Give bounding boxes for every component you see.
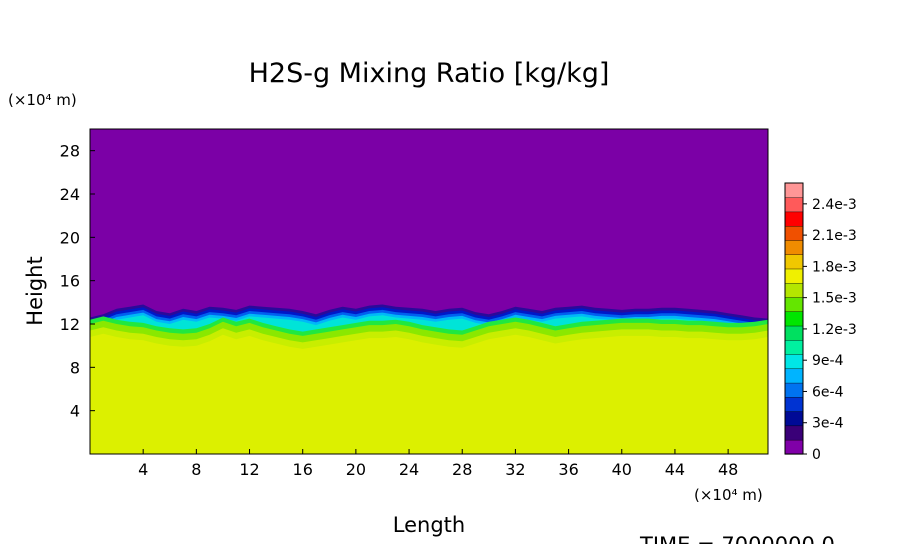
colorbar-swatch — [784, 368, 804, 384]
x-tick-label: 20 — [346, 460, 366, 479]
x-tick-label: 48 — [718, 460, 738, 479]
plot-frame — [89, 128, 769, 455]
x-axis-label: Length — [393, 513, 465, 537]
y-tick-label: 12 — [60, 315, 80, 334]
colorbar-swatch — [784, 439, 804, 455]
x-tick-label: 32 — [505, 460, 525, 479]
colorbar-tick-label: 1.5e-3 — [812, 291, 857, 307]
heatmap-field — [90, 129, 768, 454]
y-axis: 4 8 12 16 20 24 28 — [60, 142, 95, 421]
colorbar-swatch — [784, 353, 804, 370]
y-tick-label: 8 — [70, 358, 80, 377]
colorbar-swatch — [784, 225, 804, 241]
y-tick-label: 24 — [60, 185, 80, 204]
colorbar-swatch — [784, 182, 804, 198]
y-tick-label: 16 — [60, 272, 80, 291]
y-tick-label: 20 — [60, 228, 80, 247]
colorbar-tick-label: 6e-4 — [812, 384, 844, 400]
x-tick-label: 36 — [558, 460, 578, 479]
colorbar-swatch — [784, 296, 804, 312]
colorbar-tick-label: 0 — [812, 447, 821, 463]
x-tick-label: 28 — [452, 460, 472, 479]
colorbar-tick-label: 1.2e-3 — [812, 322, 857, 338]
x-tick-label: 16 — [293, 460, 313, 479]
colorbar: 0 3e-4 6e-4 9e-4 1.2e-3 1.5e-3 1.8e-3 2.1e-3 2.4… — [784, 182, 857, 463]
colorbar-tick-label: 2.1e-3 — [812, 228, 857, 244]
colorbar-swatch — [784, 396, 804, 412]
chart-title: H2S-g Mixing Ratio [kg/kg] — [249, 58, 610, 89]
plume-core — [90, 333, 768, 454]
colorbar-swatch — [784, 239, 804, 255]
x-tick-label: 8 — [191, 460, 201, 479]
colorbar-swatch — [784, 425, 804, 441]
colorbar-swatch — [784, 382, 804, 398]
colorbar-swatch — [784, 211, 804, 227]
time-label: TIME = 7000000.0 — [639, 533, 835, 544]
colorbar-tick-label: 9e-4 — [812, 353, 844, 369]
x-tick-label: 4 — [138, 460, 148, 479]
y-axis-label: Height — [23, 256, 47, 325]
x-unit-label: (×10⁴ m) — [694, 486, 763, 504]
colorbar-swatch — [784, 197, 804, 213]
x-tick-label: 40 — [612, 460, 632, 479]
colorbar-swatch — [784, 282, 804, 298]
y-tick-label: 4 — [70, 402, 80, 421]
y-unit-label: (×10⁴ m) — [8, 91, 77, 109]
colorbar-swatch — [784, 268, 804, 284]
colorbar-tick-label: 1.8e-3 — [812, 259, 857, 275]
x-tick-label: 44 — [665, 460, 685, 479]
x-tick-label: 12 — [239, 460, 259, 479]
x-tick-label: 24 — [399, 460, 419, 479]
colorbar-tick-label: 3e-4 — [812, 416, 844, 432]
y-tick-label: 28 — [60, 142, 80, 161]
colorbar-swatch — [784, 325, 804, 341]
colorbar-swatch — [784, 411, 804, 427]
colorbar-swatch — [784, 311, 804, 327]
x-axis: 4 8 12 16 20 24 28 32 36 40 44 48 — [138, 449, 738, 479]
colorbar-tick-label: 2.4e-3 — [812, 197, 857, 213]
colorbar-swatch — [784, 339, 804, 355]
colorbar-swatch — [784, 254, 804, 270]
colorbar-frame — [784, 182, 804, 455]
